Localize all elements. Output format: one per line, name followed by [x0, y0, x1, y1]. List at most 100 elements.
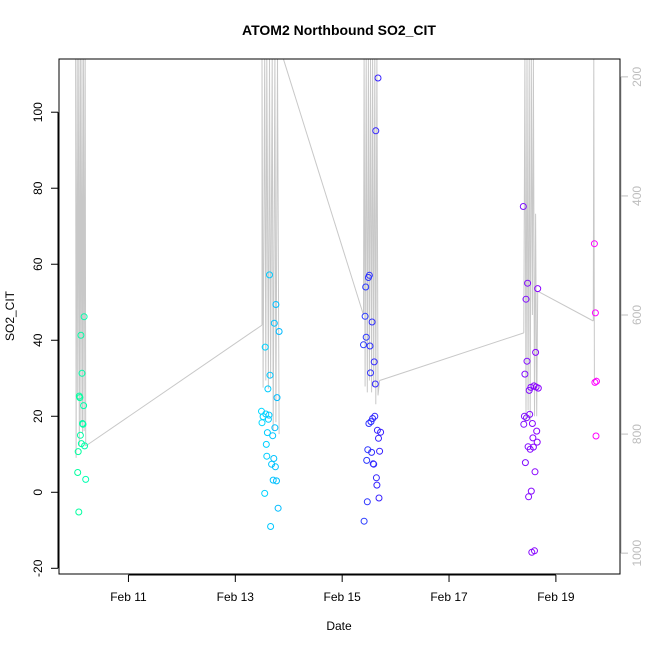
- data-point-72: [377, 428, 385, 436]
- x-tick-label-3: Feb 17: [430, 590, 468, 604]
- x-tick-label-1: Feb 13: [217, 590, 255, 604]
- data-point-77: [521, 459, 529, 467]
- data-point-96: [532, 348, 540, 356]
- y-tick-label-5: 80: [31, 181, 45, 195]
- data-point-104: [591, 309, 599, 317]
- data-point-83: [525, 493, 533, 501]
- data-point-22: [263, 452, 271, 460]
- y-tick-label-2: 20: [31, 409, 45, 423]
- data-points: [74, 74, 600, 556]
- data-point-38: [273, 477, 280, 485]
- y-axis-label: SO2_CIT: [3, 290, 17, 341]
- data-point-25: [264, 415, 272, 423]
- data-point-74: [520, 420, 528, 428]
- data-point-28: [266, 371, 274, 379]
- data-point-54: [367, 369, 374, 377]
- data-point-69: [375, 434, 382, 442]
- altitude-line-1: [85, 324, 263, 447]
- y-tick-label-4: 60: [31, 257, 45, 271]
- data-point-61: [370, 358, 378, 366]
- data-point-27: [266, 271, 273, 279]
- data-point-70: [375, 494, 383, 502]
- data-point-29: [267, 523, 275, 530]
- y2-tick-label-4: 1000: [630, 539, 644, 566]
- y2-axis: 200 400 600 800 1000: [620, 67, 644, 567]
- data-point-87: [527, 383, 535, 391]
- data-point-5: [76, 431, 84, 439]
- y2-tick-label-1: 400: [630, 186, 644, 206]
- data-point-10: [79, 420, 87, 428]
- data-point-12: [80, 313, 88, 321]
- data-point-99: [533, 438, 541, 446]
- data-point-51: [365, 420, 373, 427]
- data-point-62: [371, 412, 379, 420]
- data-point-56: [368, 448, 376, 456]
- x-axis: Feb 11 Feb 13 Feb 15 Feb 17 Feb 19: [110, 574, 575, 604]
- data-point-106: [593, 377, 600, 385]
- data-point-39: [273, 394, 281, 402]
- data-point-48: [363, 498, 371, 506]
- data-point-18: [261, 489, 269, 497]
- data-point-14: [82, 475, 90, 483]
- data-point-105: [592, 432, 600, 440]
- data-point-71: [376, 447, 384, 455]
- y2-tick-label-0: 200: [630, 67, 644, 87]
- data-point-85: [526, 410, 534, 418]
- data-point-16: [258, 419, 266, 427]
- data-point-101: [534, 384, 542, 392]
- y-tick-label-3: 40: [31, 333, 45, 347]
- altitude-line-6: [523, 59, 539, 423]
- data-point-95: [531, 468, 539, 476]
- data-point-32: [269, 476, 277, 484]
- altitude-line-0: [75, 59, 87, 458]
- data-point-19: [261, 343, 269, 351]
- x-tick-label-0: Feb 11: [110, 590, 147, 604]
- data-point-40: [274, 504, 282, 512]
- data-point-98: [533, 427, 541, 435]
- altitude-profile: [75, 59, 597, 458]
- data-point-2: [74, 448, 82, 456]
- data-point-88: [527, 487, 535, 495]
- data-point-47: [363, 456, 371, 464]
- data-point-11: [80, 402, 88, 410]
- x-axis-label: Date: [326, 619, 352, 633]
- data-point-13: [81, 442, 89, 450]
- data-point-64: [372, 127, 380, 135]
- data-point-68: [374, 74, 382, 82]
- data-point-57: [368, 318, 376, 326]
- data-point-81: [524, 279, 532, 287]
- data-point-80: [523, 357, 531, 365]
- data-point-78: [522, 295, 530, 303]
- data-point-33: [270, 455, 278, 462]
- data-point-103: [591, 378, 599, 386]
- y-axis: -20 0 20 40 60 80 100: [31, 102, 59, 577]
- chart-title: ATOM2 Northbound SO2_CIT: [242, 22, 436, 38]
- altitude-line-5: [379, 332, 524, 381]
- data-point-0: [74, 469, 82, 476]
- data-point-66: [373, 481, 381, 489]
- data-point-23: [263, 429, 271, 437]
- data-point-31: [269, 432, 277, 440]
- data-point-42: [360, 341, 367, 349]
- x-tick-label-4: Feb 19: [537, 590, 575, 604]
- data-point-34: [270, 319, 278, 327]
- data-point-76: [521, 370, 529, 378]
- data-point-4: [76, 394, 84, 402]
- x-tick-label-2: Feb 15: [323, 590, 361, 604]
- y-tick-label-0: -20: [31, 559, 45, 577]
- data-point-90: [528, 420, 536, 427]
- data-point-6: [77, 331, 85, 339]
- data-point-63: [371, 380, 379, 388]
- y-tick-label-6: 100: [31, 102, 45, 122]
- data-point-45: [362, 283, 370, 291]
- data-point-60: [370, 460, 378, 468]
- data-point-36: [271, 463, 279, 471]
- data-point-21: [262, 440, 270, 448]
- data-point-92: [529, 443, 537, 451]
- data-point-91: [529, 434, 537, 442]
- data-point-24: [264, 385, 272, 393]
- data-point-94: [531, 547, 538, 555]
- data-point-41: [275, 328, 283, 335]
- y2-tick-label-2: 600: [630, 305, 644, 325]
